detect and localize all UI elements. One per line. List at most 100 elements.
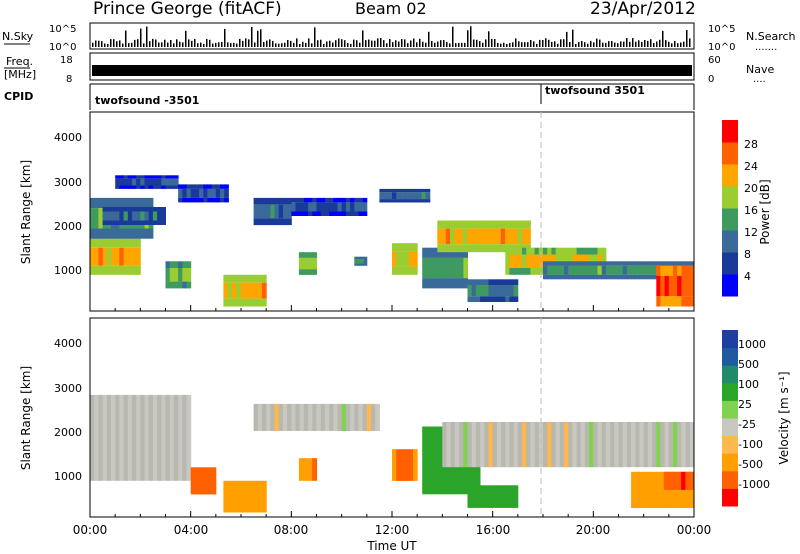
power-cell — [123, 197, 129, 209]
velocity-cell — [572, 422, 578, 468]
velocity-cell — [639, 471, 645, 508]
velocity-cell — [622, 422, 628, 468]
velocity-cell — [488, 485, 494, 508]
power-cell — [425, 188, 431, 193]
power-cell — [144, 185, 150, 189]
power-cell — [119, 220, 125, 225]
power-cell — [102, 207, 108, 212]
power-cell — [278, 218, 284, 226]
power-cell — [140, 178, 145, 186]
noise-trace-bar — [686, 30, 688, 47]
power-cell — [450, 244, 455, 253]
velocity-cell — [647, 422, 653, 468]
power-cell — [102, 211, 108, 221]
power-cell — [484, 285, 489, 297]
velocity-cell — [480, 485, 485, 508]
noise-trace-bar — [380, 38, 382, 47]
power-cell — [312, 211, 317, 216]
power-cell — [119, 197, 125, 209]
velocity-cell — [564, 422, 569, 468]
power-cell — [593, 274, 598, 280]
noise-trace-bar — [521, 42, 523, 47]
power-cell — [593, 261, 598, 266]
power-cell — [157, 175, 162, 179]
noise-trace-bar — [344, 40, 346, 47]
power-cell — [102, 265, 108, 275]
power-cell — [291, 211, 296, 216]
power-cell — [396, 199, 401, 203]
power-cell — [509, 268, 515, 275]
power-cell — [270, 204, 276, 219]
noise-trace-bar — [134, 39, 136, 47]
velocity-colorbar-swatch — [722, 382, 738, 401]
power-cell — [505, 279, 510, 285]
power-cell — [182, 184, 187, 189]
power-cell — [392, 243, 397, 252]
velocity-cell — [610, 422, 615, 468]
nave-label: Nave — [746, 63, 774, 76]
power-cell — [454, 220, 459, 229]
power-cell — [488, 220, 493, 229]
power-cell — [475, 228, 481, 245]
power-cell — [492, 279, 498, 285]
velocity-cell — [211, 467, 217, 495]
noise-trace-bar — [311, 43, 313, 47]
velocity-cell — [136, 394, 141, 481]
power-cell — [400, 192, 406, 200]
velocity-cell — [668, 422, 674, 468]
power-cell — [445, 228, 451, 245]
power-cell — [253, 197, 259, 205]
noise-trace-bar — [560, 39, 562, 47]
power-cell — [127, 247, 133, 266]
power-cell — [434, 247, 440, 258]
power-cell — [173, 261, 179, 269]
power-cell — [572, 247, 578, 255]
power-cell — [140, 220, 145, 225]
noise-trace-bar — [473, 39, 475, 47]
power-cell — [186, 268, 192, 282]
power-cell — [123, 175, 129, 179]
power-cell — [471, 279, 477, 285]
power-cell — [119, 211, 125, 221]
noise-trace-bar — [452, 26, 454, 47]
noise-trace-bar — [629, 41, 631, 47]
noise-trace-bar — [650, 39, 652, 47]
power-cell — [94, 228, 99, 239]
xtick-0800: 08:00 — [274, 523, 309, 537]
power-cell — [635, 274, 640, 280]
noise-trace-bar — [485, 39, 487, 47]
power-cell — [564, 274, 569, 280]
power-cell — [639, 261, 645, 266]
power-cell — [584, 265, 590, 275]
power-cell — [320, 197, 326, 203]
power-cell — [140, 211, 145, 221]
velocity-cell — [496, 422, 502, 468]
noise-right-label: N.Search — [746, 30, 796, 43]
power-cell — [115, 197, 120, 209]
power-cell — [106, 197, 112, 209]
power-cell — [656, 296, 661, 307]
velocity-colorbar-swatch — [722, 470, 738, 489]
power-cell — [173, 268, 179, 282]
power-cell — [249, 282, 254, 299]
noise-trace-bar — [509, 43, 511, 47]
power-cell — [496, 296, 502, 302]
velocity-cell — [685, 471, 691, 490]
power-cell — [626, 274, 632, 280]
power-cell — [451, 257, 456, 279]
velocity-cell — [631, 471, 636, 508]
power-cell — [451, 247, 456, 258]
power-cell — [408, 251, 414, 267]
velocity-cell — [663, 471, 669, 490]
power-cell — [488, 244, 493, 253]
power-cell — [622, 261, 628, 266]
power-cell — [131, 220, 137, 225]
velocity-cell — [672, 471, 678, 490]
power-cell — [152, 175, 158, 179]
velocity-cell — [471, 422, 477, 468]
power-cell — [215, 188, 221, 198]
power-cell — [236, 282, 241, 299]
velocity-cell — [475, 485, 481, 508]
power-cell — [261, 274, 267, 283]
noise-trace-bar — [434, 42, 436, 47]
